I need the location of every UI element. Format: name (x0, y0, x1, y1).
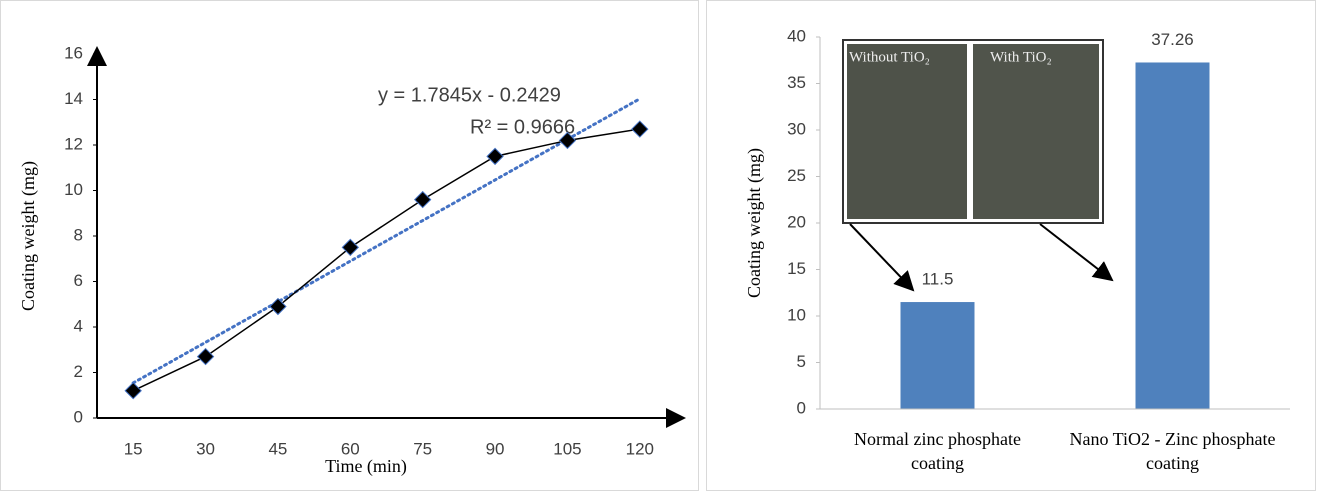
line (132, 128, 640, 392)
arrow (1039, 223, 1114, 282)
bar (900, 302, 975, 409)
y-tick-label: 6 (74, 271, 83, 290)
inset-label: With TiO₂ (990, 49, 1052, 65)
x-tick-label: 75 (413, 439, 432, 458)
bar (1135, 62, 1210, 410)
y-tick-label: 14 (64, 89, 83, 108)
trendline-r2: R² = 0.9666 (470, 116, 575, 138)
x-tick-label: 120 (626, 439, 654, 458)
x-tick-label: 105 (553, 439, 581, 458)
y-tick-label: 0 (74, 407, 83, 426)
y-tick-label: 0 (797, 398, 806, 417)
marker (341, 238, 360, 257)
y-tick-label: 10 (787, 305, 806, 324)
trendline-equation: y = 1.7845x - 0.2429 (378, 84, 561, 106)
x-tick-label: Nano TiO2 - Zinc phosphate coating (1069, 429, 1276, 473)
y-tick-label: 16 (64, 43, 83, 62)
marker (196, 347, 215, 366)
inset-photo: Without TiO₂ With TiO₂ (842, 39, 1104, 224)
y-tick-label: 12 (64, 134, 83, 153)
y-tick-label: 25 (787, 166, 806, 185)
y-axis-title: Coating weight (mg) (744, 148, 765, 298)
x-tick-label: 45 (268, 439, 287, 458)
marker (124, 381, 142, 400)
y-tick-label: 4 (74, 316, 83, 335)
inset-left (847, 44, 967, 219)
y-tick-label: 35 (787, 73, 806, 92)
x-tick-label: 60 (341, 439, 360, 458)
x-tick-label: 90 (486, 439, 505, 458)
y-tick-label: 10 (64, 180, 83, 199)
x-tick-label: 15 (124, 439, 143, 458)
y-tick-label: 5 (797, 352, 806, 371)
y-tick-label: 15 (787, 259, 806, 278)
inset-right (973, 44, 1099, 219)
x-tick-label: Normal zinc phosphate coating (854, 429, 1021, 473)
value-label: 37.26 (1151, 30, 1194, 49)
marker (486, 147, 504, 166)
y-tick-label: 20 (787, 212, 806, 231)
y-axis-title: Coating weight (mg) (18, 161, 39, 311)
marker (413, 190, 432, 209)
y-tick-label: 30 (787, 119, 806, 138)
arrow (849, 223, 915, 292)
marker (558, 131, 577, 150)
value-label: 11.5 (922, 270, 954, 289)
y-tick-label: 40 (787, 26, 806, 45)
marker (269, 297, 287, 316)
inset-label: Without TiO₂ (849, 49, 930, 65)
y-tick-label: 8 (74, 225, 83, 244)
marker (631, 120, 649, 138)
y-tick-label: 2 (74, 362, 83, 381)
x-axis-title: Time (min) (325, 456, 407, 477)
trendline (131, 97, 642, 385)
x-tick-label: 30 (196, 439, 215, 458)
